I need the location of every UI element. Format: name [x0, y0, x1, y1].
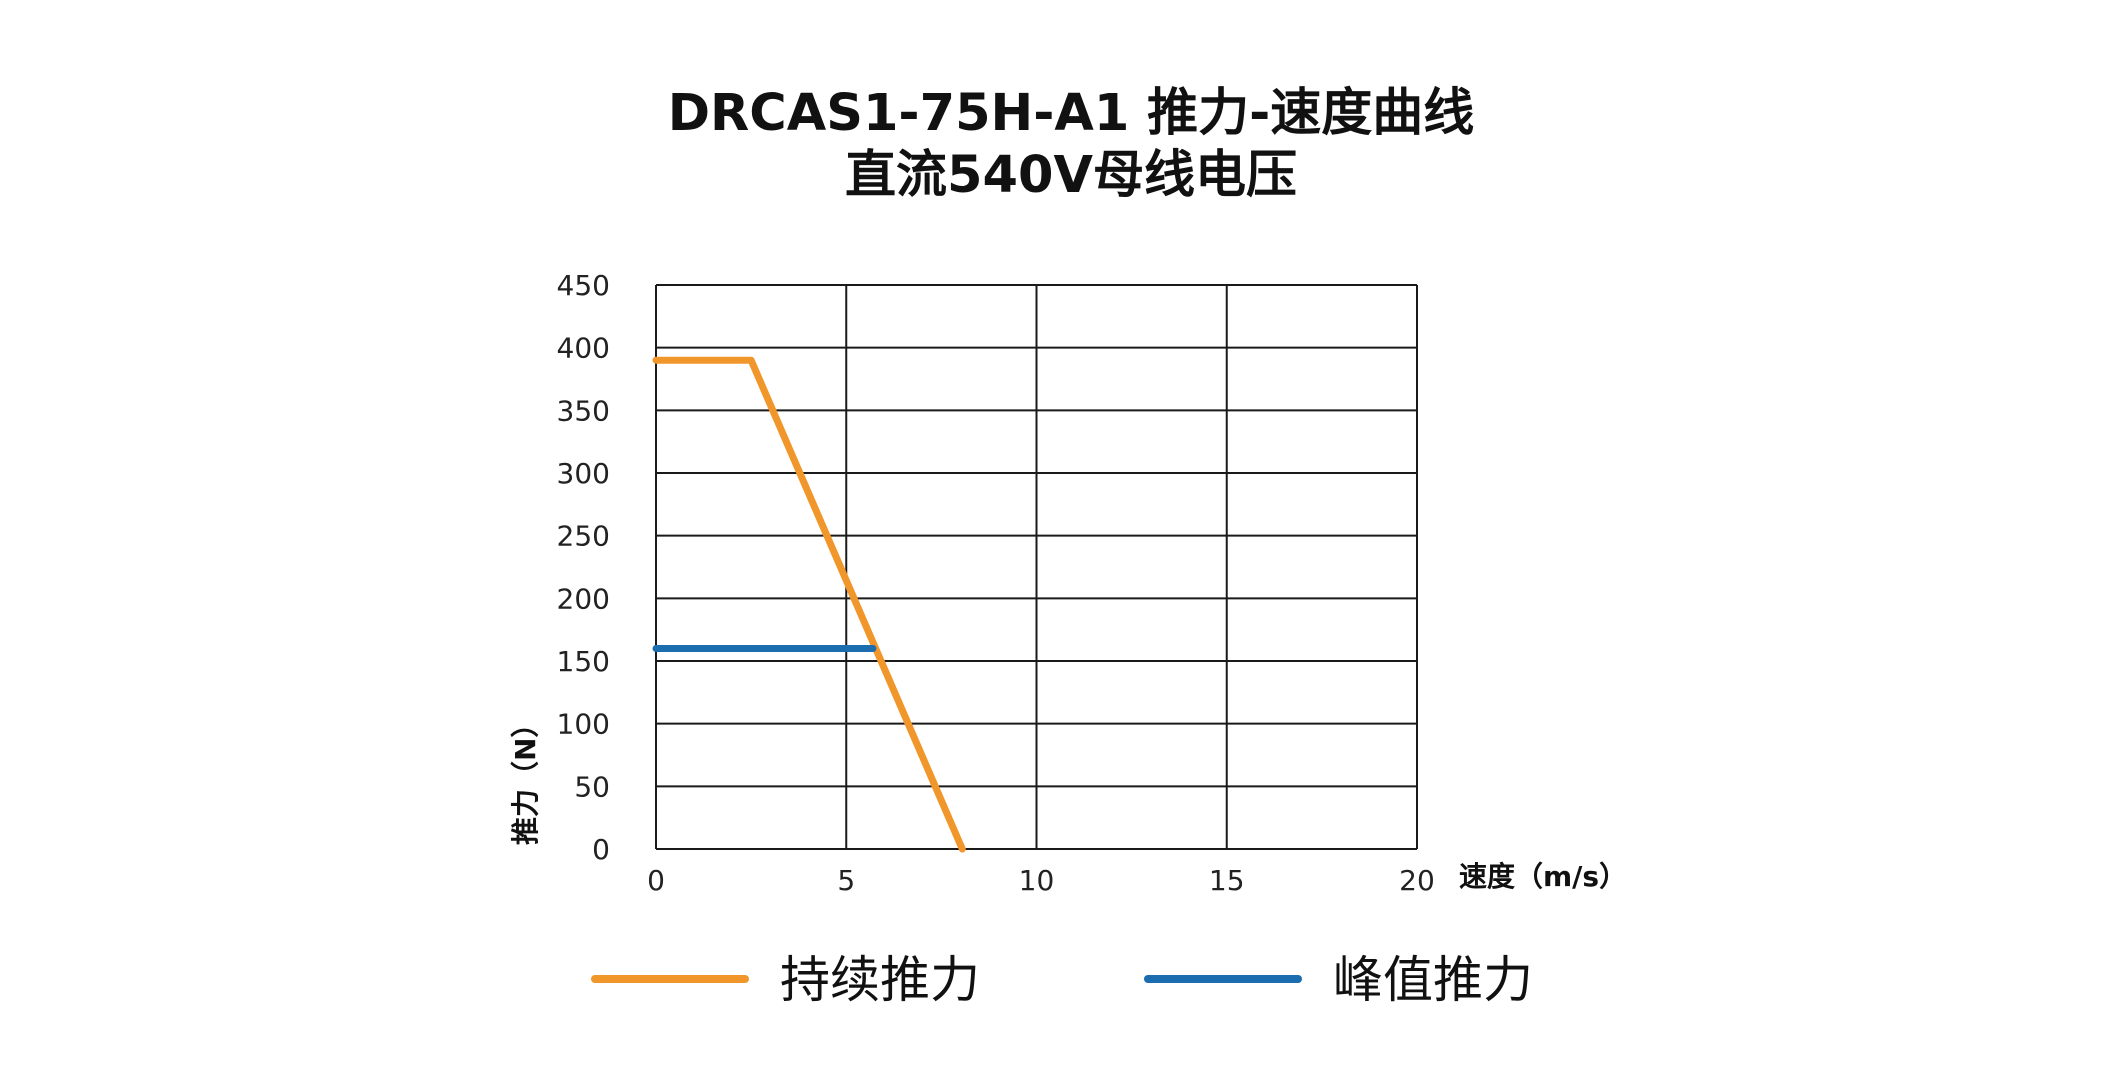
y-tick-label: 300 [557, 457, 610, 490]
x-axis-label: 速度（m/s） [1459, 860, 1627, 893]
x-tick-label: 10 [1019, 864, 1055, 897]
y-tick-label: 350 [557, 394, 610, 427]
legend-label: 持续推力 [780, 951, 980, 1009]
y-tick-label: 150 [557, 645, 610, 678]
legend-label: 峰值推力 [1333, 951, 1533, 1009]
x-axis-ticks: 0 5 10 15 20 [647, 864, 1435, 897]
y-tick-label: 0 [592, 833, 610, 866]
y-tick-label: 400 [557, 332, 610, 365]
chart-title-line-2: 直流540V母线电压 [845, 146, 1297, 205]
y-axis-ticks: 0 50 100 150 200 250 300 350 400 450 [557, 269, 610, 866]
series-line-1 [652, 356, 966, 853]
y-axis-label: 推力（N） [509, 710, 542, 845]
chart-title-line-1: DRCAS1-75H-A1 推力-速度曲线 [668, 84, 1475, 143]
y-tick-label: 250 [557, 520, 610, 553]
chart-legend: 持续推力 峰值推力 [591, 951, 1533, 1009]
y-tick-label: 200 [557, 582, 610, 615]
x-tick-label: 0 [647, 864, 665, 897]
x-tick-label: 5 [837, 864, 855, 897]
x-tick-label: 15 [1209, 864, 1245, 897]
plot-grid [655, 284, 1418, 850]
x-tick-label: 20 [1399, 864, 1435, 897]
y-tick-label: 450 [557, 269, 610, 302]
plot-series [652, 356, 966, 853]
y-tick-label: 100 [557, 708, 610, 741]
y-tick-label: 50 [574, 770, 610, 803]
